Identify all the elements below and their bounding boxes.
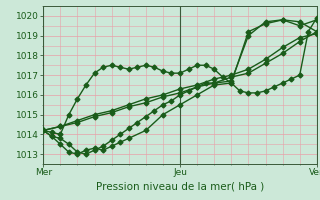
X-axis label: Pression niveau de la mer( hPa ): Pression niveau de la mer( hPa ): [96, 181, 264, 191]
